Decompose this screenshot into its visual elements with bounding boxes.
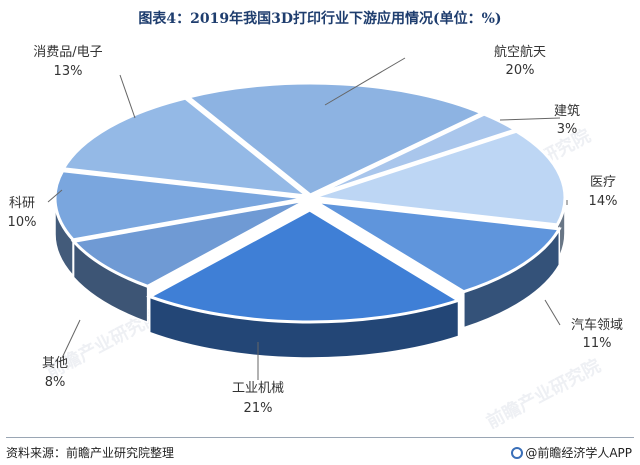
pie-slice-医疗 <box>312 129 567 227</box>
leader-line <box>119 74 136 119</box>
source-note: 资料来源：前瞻产业研究院整理 <box>6 446 175 460</box>
slice-label: 工业机械 <box>232 381 284 396</box>
pie-slice-汽车领域 <box>314 199 562 294</box>
pie-sides <box>54 197 566 359</box>
leader-line <box>544 299 561 326</box>
slice-value: 13% <box>54 64 83 79</box>
leader-line <box>61 319 81 359</box>
slice-label: 汽车领域 <box>571 317 623 333</box>
leader-line <box>499 117 561 121</box>
chart-title: 图表4：2019年我国3D打印行业下游应用情况(单位：%) <box>138 11 502 27</box>
footer: 资料来源：前瞻产业研究院整理 @前瞻经济学人APP <box>0 437 640 465</box>
pie-slice-其他 <box>70 198 309 288</box>
slice-value: 11% <box>583 336 612 351</box>
slice-label: 建筑 <box>554 103 580 119</box>
brand-logo-icon <box>511 447 524 459</box>
brand-mark: @前瞻经济学人APP <box>511 444 632 461</box>
slice-value: 3% <box>557 122 578 137</box>
slice-label: 科研 <box>9 196 35 211</box>
slice-value: 20% <box>506 63 535 78</box>
leader-line <box>324 57 406 106</box>
pie-slice-工业机械 <box>146 208 463 324</box>
leader-line <box>47 189 63 203</box>
pie-slice-消费品/电子 <box>60 96 313 199</box>
slice-value: 21% <box>244 401 273 416</box>
footer-divider <box>6 437 634 438</box>
slice-label: 其他 <box>42 356 68 371</box>
pie-chart: 航空航天 20% 建筑 3% 医疗 14% 汽车领域 11% 工业机械 21% 其他 8% 科研 10% 消… <box>8 44 623 416</box>
brand-label: @前瞻经济学人APP <box>525 446 632 460</box>
slice-value: 8% <box>45 375 66 390</box>
slice-label: 航空航天 <box>494 44 546 60</box>
slice-label: 医疗 <box>590 175 616 190</box>
slice-label: 消费品/电子 <box>33 45 102 60</box>
slice-value: 10% <box>8 215 37 230</box>
pie-slice-建筑 <box>311 112 520 198</box>
pie-slice-航空航天 <box>184 81 486 197</box>
pie-slice-科研 <box>53 169 308 242</box>
slice-value: 14% <box>589 194 618 209</box>
